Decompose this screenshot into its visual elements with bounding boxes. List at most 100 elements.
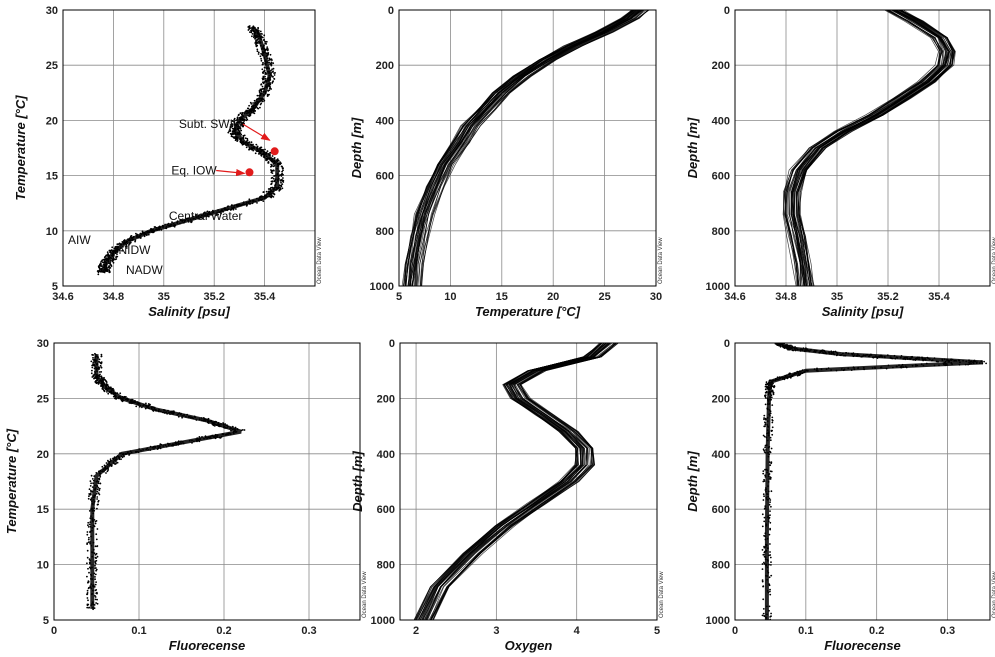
data-point — [128, 242, 131, 245]
data-point — [87, 538, 90, 541]
water-mass-marker — [245, 168, 254, 177]
data-point — [241, 111, 244, 114]
data-point — [103, 258, 106, 261]
data-point — [270, 64, 273, 67]
data-fluor-temp — [86, 352, 246, 611]
data-point — [264, 42, 267, 45]
x-tick-label: 35.4 — [928, 291, 950, 303]
y-tick-label: 800 — [712, 560, 730, 572]
data-point — [86, 542, 89, 544]
data-point — [769, 464, 772, 467]
data-point — [272, 67, 275, 70]
data-point — [173, 225, 176, 228]
y-tick-label: 5 — [43, 615, 49, 627]
data-point — [769, 556, 772, 559]
odv-watermark: Ocean Data View — [362, 571, 368, 618]
data-point — [96, 382, 99, 384]
panel-sal-depth: 34.6 34.8 35 35.2 35.4 0 200 400 600 800 1000 Salin… — [685, 5, 995, 319]
data-point — [106, 268, 109, 271]
plot-frame — [734, 9, 991, 287]
y-tick-label: 600 — [376, 171, 394, 183]
plot-frame — [734, 342, 991, 621]
y-tick-label: 5 — [52, 281, 58, 293]
x-tick-label: 34.8 — [775, 291, 796, 303]
profile-line — [418, 343, 603, 620]
data-point — [762, 434, 765, 437]
profile-line — [408, 10, 635, 286]
data-point — [220, 212, 222, 215]
data-point — [108, 268, 111, 270]
data-point — [985, 362, 987, 365]
x-axis-label: Salinity [psu] — [148, 304, 230, 319]
data-point — [270, 177, 273, 180]
data-point — [770, 561, 772, 563]
data-point — [273, 175, 275, 177]
data-point — [770, 615, 772, 618]
plot-frame — [62, 9, 316, 287]
y-tick-label: 25 — [46, 60, 58, 72]
data-point — [95, 592, 98, 595]
data-point — [98, 487, 101, 490]
data-point — [124, 245, 127, 248]
data-point — [99, 373, 101, 376]
data-point — [106, 391, 108, 393]
y-tick-label: 200 — [712, 393, 730, 405]
data-point — [99, 475, 102, 478]
data-point — [769, 543, 771, 545]
y-tick-label: 600 — [712, 504, 730, 516]
odv-watermark: Ocean Data View — [659, 571, 665, 618]
x-tick-label: 20 — [547, 291, 559, 303]
data-point — [282, 181, 285, 183]
data-point — [96, 507, 98, 510]
profile-line — [404, 10, 636, 286]
data-point — [764, 422, 767, 424]
data-point — [271, 68, 273, 71]
y-tick-label: 1000 — [706, 281, 730, 293]
data-point — [236, 116, 239, 119]
odv-watermark: Ocean Data View — [992, 571, 995, 618]
data-point — [769, 593, 772, 596]
data-point — [87, 580, 90, 582]
data-point — [254, 152, 257, 155]
data-point — [281, 170, 283, 173]
data-point — [97, 273, 100, 276]
data-point — [112, 256, 115, 259]
data-point — [92, 358, 94, 361]
profile-line — [784, 10, 942, 286]
data-point — [95, 552, 98, 555]
data-point — [120, 458, 122, 461]
y-tick-label: 200 — [376, 60, 394, 72]
data-point — [765, 381, 768, 384]
data-point — [262, 63, 264, 65]
data-point — [257, 28, 259, 30]
data-point — [268, 59, 270, 62]
profile-line — [784, 10, 941, 286]
data-point — [761, 580, 764, 583]
data-point — [273, 169, 275, 172]
data-point — [268, 61, 271, 64]
annotation-label: NIDW — [118, 243, 151, 257]
data-point — [266, 47, 268, 50]
data-point — [94, 573, 97, 576]
data-point — [270, 69, 272, 72]
data-point — [88, 488, 91, 491]
data-point — [768, 533, 771, 536]
profile-line — [411, 10, 642, 286]
x-axis-label: Temperature [°C] — [475, 304, 581, 319]
data-point — [94, 583, 97, 586]
data-point — [262, 36, 264, 39]
data-point — [88, 571, 90, 574]
data-point — [271, 170, 274, 172]
x-tick-label: 35.4 — [254, 291, 276, 303]
data-point — [772, 392, 775, 395]
data-point — [282, 167, 284, 170]
data-point — [245, 205, 248, 207]
profile-line — [407, 10, 637, 286]
data-point — [106, 470, 109, 473]
data-point — [768, 576, 771, 579]
data-point — [94, 564, 96, 567]
data-point — [96, 602, 99, 605]
x-tick-label: 25 — [598, 291, 610, 303]
data-point — [271, 180, 274, 183]
